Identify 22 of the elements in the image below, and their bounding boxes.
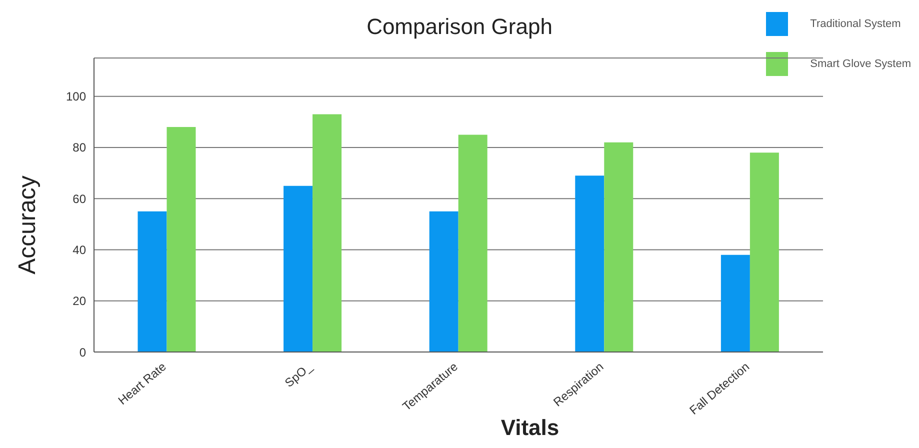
x-tick-label: SpO_ <box>282 359 315 390</box>
bar <box>575 176 604 352</box>
bar <box>750 152 779 352</box>
bar <box>284 186 313 352</box>
legend-label: Traditional System <box>810 18 901 30</box>
bar <box>720 254 750 352</box>
y-tick-label: 80 <box>72 140 86 155</box>
y-tick-label: 100 <box>66 90 86 104</box>
y-tick-label: 60 <box>72 192 86 206</box>
y-tick-label: 40 <box>72 243 86 257</box>
y-axis-title: Accuracy <box>14 176 42 274</box>
y-tick-label: 20 <box>72 294 86 308</box>
chart-title: Comparison Graph <box>366 14 552 39</box>
x-axis-title: Vitals <box>500 415 560 440</box>
bar <box>312 114 342 352</box>
legend-label: Smart Glove System <box>810 58 911 70</box>
bar <box>604 142 634 352</box>
y-tick-label: 0 <box>79 345 86 360</box>
bar <box>458 134 488 352</box>
bar <box>429 211 458 352</box>
bar <box>166 127 196 352</box>
bar <box>138 211 167 352</box>
